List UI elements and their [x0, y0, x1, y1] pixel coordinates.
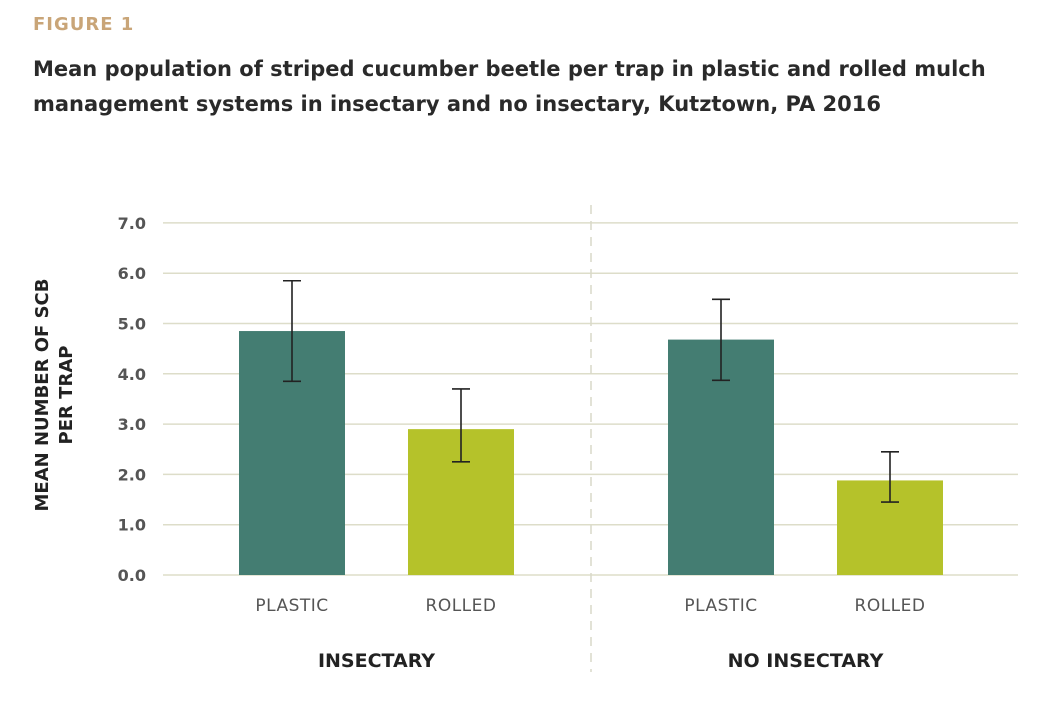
category-label: PLASTIC	[255, 596, 328, 616]
y-axis-label-line-1: MEAN NUMBER OF SCB	[32, 279, 53, 512]
y-tick-label: 4.0	[118, 365, 146, 384]
figure-label: FIGURE 1	[33, 14, 135, 35]
category-labels: PLASTIC ROLLED PLASTIC ROLLED	[255, 596, 925, 616]
y-tick-label: 5.0	[118, 315, 146, 334]
y-tick-labels: 0.0 1.0 2.0 3.0 4.0 5.0 6.0 7.0	[118, 214, 146, 585]
y-tick-label: 6.0	[118, 264, 146, 283]
category-label: PLASTIC	[684, 596, 757, 616]
y-tick-label: 1.0	[118, 516, 146, 535]
y-axis-label-line-2: PER TRAP	[56, 346, 77, 445]
category-label: ROLLED	[855, 596, 926, 616]
y-tick-label: 7.0	[118, 214, 146, 233]
y-tick-label: 3.0	[118, 415, 146, 434]
chart-title: Mean population of striped cucumber beet…	[33, 57, 986, 116]
y-tick-label: 0.0	[118, 566, 146, 585]
group-labels: INSECTARY NO INSECTARY	[318, 650, 884, 672]
group-label: NO INSECTARY	[728, 650, 884, 672]
group-label: INSECTARY	[318, 650, 435, 672]
y-tick-label: 2.0	[118, 465, 146, 484]
category-label: ROLLED	[426, 596, 497, 616]
error-bars	[283, 279, 899, 503]
